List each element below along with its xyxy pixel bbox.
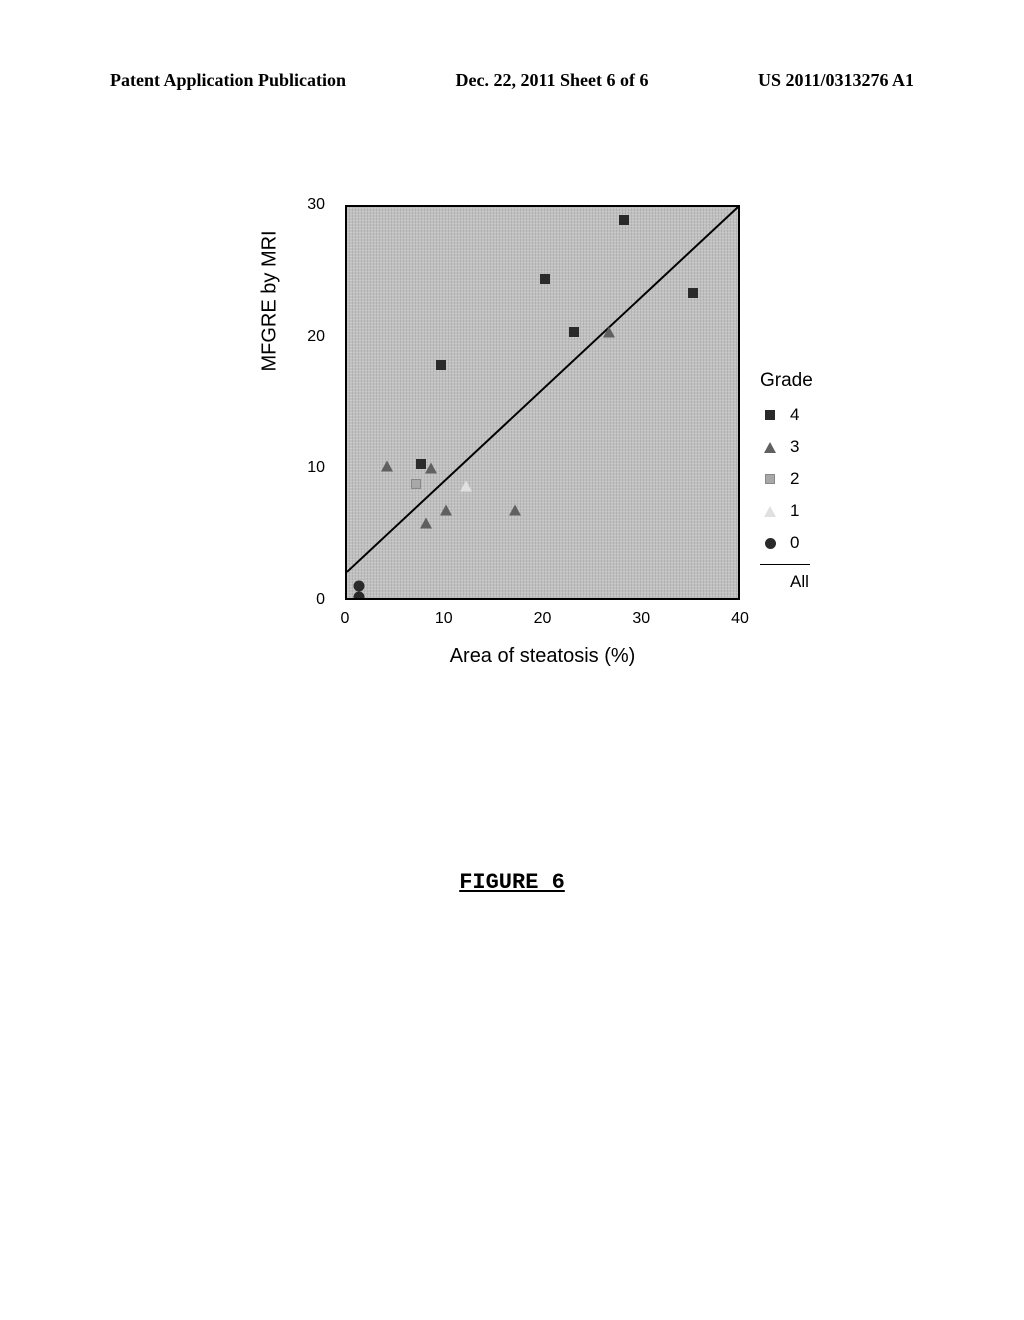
- data-point: [353, 591, 364, 600]
- legend-divider: [760, 564, 810, 565]
- legend-all-label: All: [790, 572, 809, 592]
- data-point: [509, 504, 521, 515]
- data-point: [619, 215, 629, 225]
- data-point: [381, 461, 393, 472]
- y-axis-label: MFGRE by MRI: [259, 230, 282, 371]
- data-point: [540, 274, 550, 284]
- plot-area: [345, 205, 740, 600]
- x-tick-label: 0: [330, 610, 360, 628]
- figure-caption: FIGURE 6: [0, 870, 1024, 895]
- x-tick-label: 30: [626, 610, 656, 628]
- data-point: [420, 518, 432, 529]
- data-point: [603, 327, 615, 338]
- legend-all: All: [760, 571, 813, 593]
- y-tick-label: 0: [290, 591, 325, 609]
- x-tick-label: 40: [725, 610, 755, 628]
- header-publication: Patent Application Publication: [110, 70, 346, 91]
- x-tick-label: 20: [528, 610, 558, 628]
- y-tick-label: 20: [290, 328, 325, 346]
- legend-item: 4: [760, 404, 813, 426]
- chart-legend: Grade 4 3 2 1 0 All: [760, 370, 813, 603]
- header-patent-number: US 2011/0313276 A1: [758, 70, 914, 91]
- legend-item-label: 4: [790, 405, 799, 425]
- data-point: [425, 462, 437, 473]
- legend-item: 0: [760, 532, 813, 554]
- legend-item: 3: [760, 436, 813, 458]
- legend-item-label: 0: [790, 533, 799, 553]
- regression-line: [347, 207, 738, 598]
- data-point: [688, 288, 698, 298]
- legend-item-label: 3: [790, 437, 799, 457]
- scatter-chart: MFGRE by MRI 0102030 010203040 Area of s…: [260, 205, 800, 685]
- header-date-sheet: Dec. 22, 2011 Sheet 6 of 6: [456, 70, 649, 91]
- data-point: [436, 360, 446, 370]
- page-header: Patent Application Publication Dec. 22, …: [0, 70, 1024, 91]
- data-point: [460, 481, 472, 492]
- legend-item-label: 1: [790, 501, 799, 521]
- data-point: [440, 504, 452, 515]
- legend-item-label: 2: [790, 469, 799, 489]
- data-point: [411, 479, 421, 489]
- data-point: [569, 327, 579, 337]
- legend-title: Grade: [760, 370, 813, 392]
- legend-item: 2: [760, 468, 813, 490]
- y-tick-label: 30: [290, 196, 325, 214]
- legend-item: 1: [760, 500, 813, 522]
- x-tick-label: 10: [429, 610, 459, 628]
- x-axis-label: Area of steatosis (%): [345, 645, 740, 668]
- data-point: [353, 581, 364, 592]
- y-tick-label: 10: [290, 459, 325, 477]
